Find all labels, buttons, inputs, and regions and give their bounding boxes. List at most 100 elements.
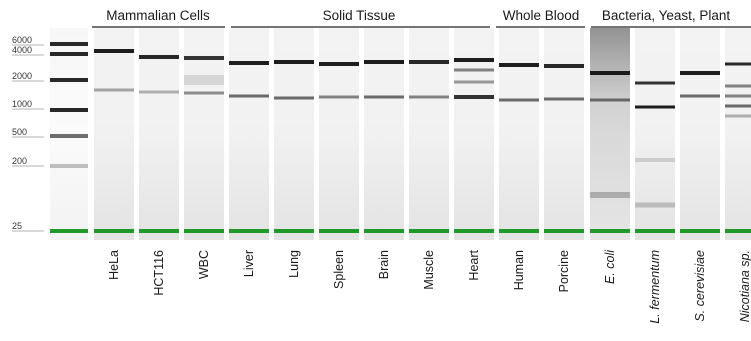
sample-lane bbox=[409, 28, 449, 240]
lane-label: S. cerevisiae bbox=[693, 250, 707, 322]
rna-band bbox=[409, 60, 449, 64]
ladder-band bbox=[50, 134, 88, 138]
lane-label: Lung bbox=[287, 250, 301, 278]
lane-label: L. fermentum bbox=[648, 250, 662, 324]
group-label: Solid Tissue bbox=[323, 8, 396, 23]
ladder-size-label: 500 bbox=[12, 127, 27, 137]
ladder-band bbox=[50, 108, 88, 112]
ladder-size-label: 2000 bbox=[12, 71, 32, 81]
lane-label: Nicotiana sp. bbox=[738, 250, 751, 322]
lane-label: E. coli bbox=[603, 249, 617, 284]
sample-lane bbox=[229, 28, 269, 240]
marker-band bbox=[725, 229, 751, 233]
rna-band bbox=[94, 88, 134, 92]
lane-label: Heart bbox=[467, 249, 481, 280]
rna-band bbox=[725, 62, 751, 66]
marker-band bbox=[454, 229, 494, 233]
marker-band bbox=[635, 229, 675, 233]
rna-band bbox=[635, 202, 675, 208]
lane-label: Brain bbox=[377, 250, 391, 279]
sample-lane bbox=[274, 28, 314, 240]
sample-lane bbox=[94, 28, 134, 240]
lane-label: Human bbox=[512, 250, 526, 290]
rna-band bbox=[184, 91, 224, 95]
ladder-band bbox=[50, 52, 88, 56]
marker-band bbox=[544, 229, 584, 233]
ladder-size-label: 1000 bbox=[12, 99, 32, 109]
rna-band bbox=[590, 192, 630, 198]
rna-band bbox=[319, 95, 359, 99]
lane-label: HCT116 bbox=[152, 250, 166, 296]
ladder-band bbox=[50, 42, 88, 46]
rna-band bbox=[364, 95, 404, 99]
marker-band bbox=[499, 229, 539, 233]
lane-label: Muscle bbox=[422, 250, 436, 290]
rna-band bbox=[454, 58, 494, 62]
rna-band bbox=[635, 105, 675, 109]
rna-band bbox=[454, 95, 494, 99]
rna-band bbox=[94, 49, 134, 53]
rna-band bbox=[319, 62, 359, 66]
ladder-size-label: 25 bbox=[12, 221, 22, 231]
rna-band bbox=[454, 80, 494, 84]
rna-band bbox=[725, 104, 751, 108]
ladder-size-label: 6000 bbox=[12, 35, 32, 45]
sample-lane bbox=[680, 28, 720, 240]
sample-lane bbox=[499, 28, 539, 240]
ladder-band bbox=[50, 164, 88, 168]
marker-band bbox=[319, 229, 359, 233]
marker-band bbox=[409, 229, 449, 233]
lane-label: HeLa bbox=[107, 250, 121, 280]
lane-label: WBC bbox=[197, 250, 211, 279]
marker-band bbox=[50, 229, 88, 233]
rna-band bbox=[454, 68, 494, 72]
rna-band bbox=[499, 63, 539, 67]
rna-band bbox=[725, 94, 751, 98]
rna-band bbox=[590, 71, 630, 75]
rna-band bbox=[229, 61, 269, 65]
rna-band bbox=[499, 98, 539, 102]
rna-band bbox=[544, 97, 584, 101]
marker-band bbox=[229, 229, 269, 233]
rna-band bbox=[364, 60, 404, 64]
rna-band bbox=[544, 64, 584, 68]
sample-lane bbox=[454, 28, 494, 240]
group-label: Bacteria, Yeast, Plant bbox=[602, 8, 731, 23]
ladder-band bbox=[50, 78, 88, 82]
rna-band bbox=[184, 56, 224, 60]
rna-band bbox=[725, 84, 751, 88]
rna-band bbox=[274, 60, 314, 64]
rna-band bbox=[590, 98, 630, 102]
lane-label: Liver bbox=[242, 250, 256, 277]
lane-label: Spleen bbox=[332, 250, 346, 289]
rna-band bbox=[229, 94, 269, 98]
rna-band bbox=[274, 96, 314, 100]
marker-band bbox=[364, 229, 404, 233]
marker-band bbox=[184, 229, 224, 233]
rna-band bbox=[680, 71, 720, 75]
rna-band bbox=[635, 158, 675, 162]
marker-band bbox=[139, 229, 179, 233]
rna-band bbox=[139, 90, 179, 94]
marker-band bbox=[94, 229, 134, 233]
sample-lane bbox=[364, 28, 404, 240]
sample-lane bbox=[544, 28, 584, 240]
rna-band bbox=[680, 94, 720, 98]
rna-band bbox=[635, 81, 675, 85]
rna-band bbox=[409, 95, 449, 99]
lane-label: Porcine bbox=[557, 250, 571, 292]
sample-lane bbox=[635, 28, 675, 240]
sample-lane bbox=[319, 28, 359, 240]
sample-lane bbox=[590, 28, 630, 240]
rna-band bbox=[139, 55, 179, 59]
rna-band bbox=[725, 114, 751, 118]
group-label: Whole Blood bbox=[503, 8, 580, 23]
sample-lane bbox=[139, 28, 179, 240]
sample-lane bbox=[725, 28, 751, 240]
ladder-lane bbox=[50, 28, 88, 240]
ladder-size-label: 4000 bbox=[12, 45, 32, 55]
marker-band bbox=[274, 229, 314, 233]
sample-lane bbox=[184, 28, 224, 240]
marker-band bbox=[590, 229, 630, 233]
